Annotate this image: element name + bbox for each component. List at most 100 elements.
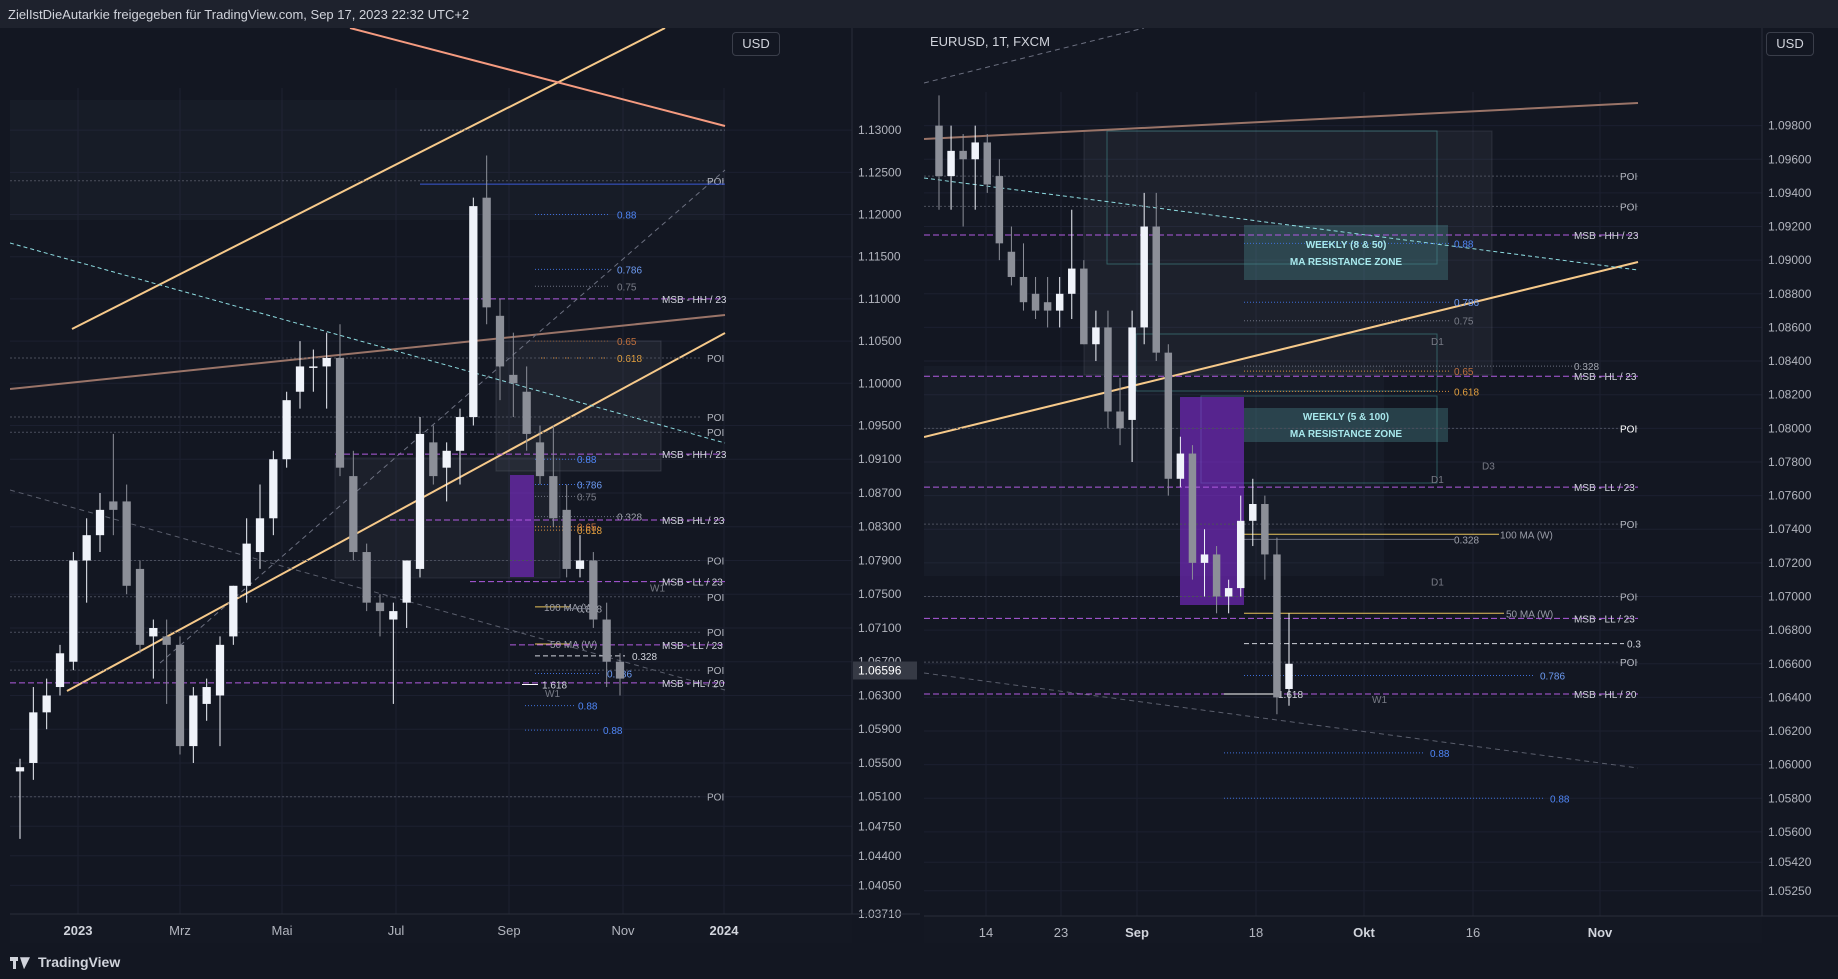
tradingview-logo-icon (10, 957, 32, 970)
current-price-badge (853, 661, 917, 680)
price-tick-label: 1.09600 (1768, 152, 1812, 166)
price-tick-label: 1.05800 (1768, 791, 1812, 805)
time-tick-label: Mai (272, 923, 293, 938)
candle-body (109, 501, 118, 510)
price-tick-label: 1.10000 (858, 376, 902, 390)
candle-body (1200, 554, 1209, 563)
chart-symbol-title: EURUSD, 1T, FXCM (930, 34, 1050, 49)
candle-body (1140, 226, 1148, 328)
level-label: POI (707, 413, 724, 424)
chart-right-svg[interactable]: POI POI MSB - HH / 23 0.88 0.786 0.75 0.328 0.6… (924, 28, 1838, 943)
chart-annotation: W1 (1372, 695, 1387, 706)
time-tick-label: 2024 (710, 923, 740, 938)
price-tick-label: 1.05420 (1768, 855, 1812, 869)
candle-body (1164, 352, 1173, 479)
price-tick-label: 1.09800 (1768, 119, 1812, 133)
currency-button-left[interactable]: USD (732, 32, 780, 56)
level-label: 1.618 (542, 681, 567, 692)
price-tick-label: 1.05250 (1768, 884, 1812, 898)
price-tick-label: 1.08600 (1768, 320, 1812, 334)
level-label: 0.786 (1540, 672, 1565, 683)
zone-label: WEEKLY (5 & 100) (1303, 412, 1389, 423)
level-label: 0.88 (1454, 239, 1474, 250)
candle-body (175, 644, 185, 747)
currency-button-right[interactable]: USD (1766, 32, 1814, 56)
candle-body (429, 442, 438, 477)
price-tick-label: 1.07200 (1768, 556, 1812, 570)
chart-pane-left[interactable]: POI 0.88 0.786 0.75 MSB - HH / 23 0.65 0.618 PO… (10, 28, 920, 943)
candle-body (229, 585, 238, 637)
level-label: POI (1620, 592, 1637, 603)
tradingview-brand[interactable]: TradingView (10, 954, 120, 970)
time-tick-label: Nov (611, 923, 635, 938)
time-tick-label: 16 (1466, 925, 1480, 940)
candle-body (1188, 453, 1197, 563)
price-tick-label: 1.04050 (858, 878, 902, 892)
level-label: MSB - HH / 23 (1574, 231, 1639, 242)
zone-box (10, 100, 725, 220)
level-label: 100 MA (W) (1500, 530, 1553, 541)
level-label: 0.75 (617, 282, 637, 293)
current-price-label: 1.06596 (858, 664, 902, 678)
candle-body (1261, 504, 1269, 555)
plot-area (924, 28, 1762, 916)
level-label: 0.328 (632, 652, 657, 663)
time-tick-label: 2023 (64, 923, 93, 938)
price-tick-label: 1.12500 (858, 165, 902, 179)
price-tick-label: 1.12000 (858, 208, 902, 222)
trend-line (924, 102, 1639, 140)
candle-body (189, 695, 198, 747)
level-label: 0.328 (1454, 535, 1479, 546)
chart-annotation: D1 (1431, 577, 1444, 588)
time-tick-label: Nov (1588, 925, 1613, 940)
candle-body (202, 687, 211, 704)
price-tick-label: 1.07000 (1768, 589, 1812, 603)
candle-body (69, 560, 78, 662)
candle-body (402, 560, 411, 603)
candle-body (242, 543, 251, 586)
candle-body (615, 661, 625, 679)
price-tick-label: 1.04400 (858, 849, 902, 863)
price-tick-label: 1.09100 (858, 452, 902, 466)
level-label: POI (707, 628, 724, 639)
zone-box (1083, 130, 1493, 376)
time-tick-label: Sep (1125, 925, 1149, 940)
candle-body (1019, 276, 1028, 303)
level-label: MSB - HH / 23 (662, 450, 727, 461)
candle-body (1092, 327, 1100, 345)
level-label: 0.618 (1454, 387, 1479, 398)
footer-bar: TradingView (0, 947, 1838, 979)
brand-label: TradingView (38, 954, 121, 970)
candle-body (162, 636, 171, 645)
trend-line (924, 261, 1639, 438)
level-label: 0.618 (617, 354, 642, 365)
candle-body (1152, 226, 1160, 353)
zone-box (1244, 408, 1448, 442)
chart-annotation: W1 (545, 689, 560, 700)
level-label: MSB - HH / 23 (662, 295, 727, 306)
level-label: MSB - LL / 23 (1574, 614, 1635, 625)
price-tick-label: 1.05100 (858, 790, 902, 804)
price-tick-label: 1.05600 (1768, 825, 1812, 839)
zone-box (510, 475, 534, 577)
price-axis (1762, 28, 1838, 943)
candle-body (1007, 251, 1016, 277)
candle-body (1031, 293, 1040, 311)
level-label: 0.328 (1574, 362, 1599, 373)
chart-pane-right[interactable]: POI POI MSB - HH / 23 0.88 0.786 0.75 0.328 0.6… (924, 28, 1838, 943)
candle-body (455, 417, 465, 451)
price-tick-label: 1.11000 (858, 292, 901, 306)
price-tick-label: 1.06300 (858, 688, 902, 702)
level-label: 0.88 (603, 726, 623, 737)
candle-body (309, 366, 318, 368)
candle-body (1104, 327, 1112, 412)
level-label: MSB - HL / 23 (662, 516, 725, 527)
price-tick-label: 1.04750 (858, 819, 902, 833)
header-bar: ZielIstDieAutarkie freigegeben für Tradi… (0, 0, 1838, 28)
level-label: 1.618 (1278, 690, 1303, 701)
price-tick-label: 1.07600 (1768, 489, 1812, 503)
candle-body (562, 509, 571, 569)
candle-body (947, 150, 955, 177)
price-tick-label: 1.05900 (858, 722, 902, 736)
